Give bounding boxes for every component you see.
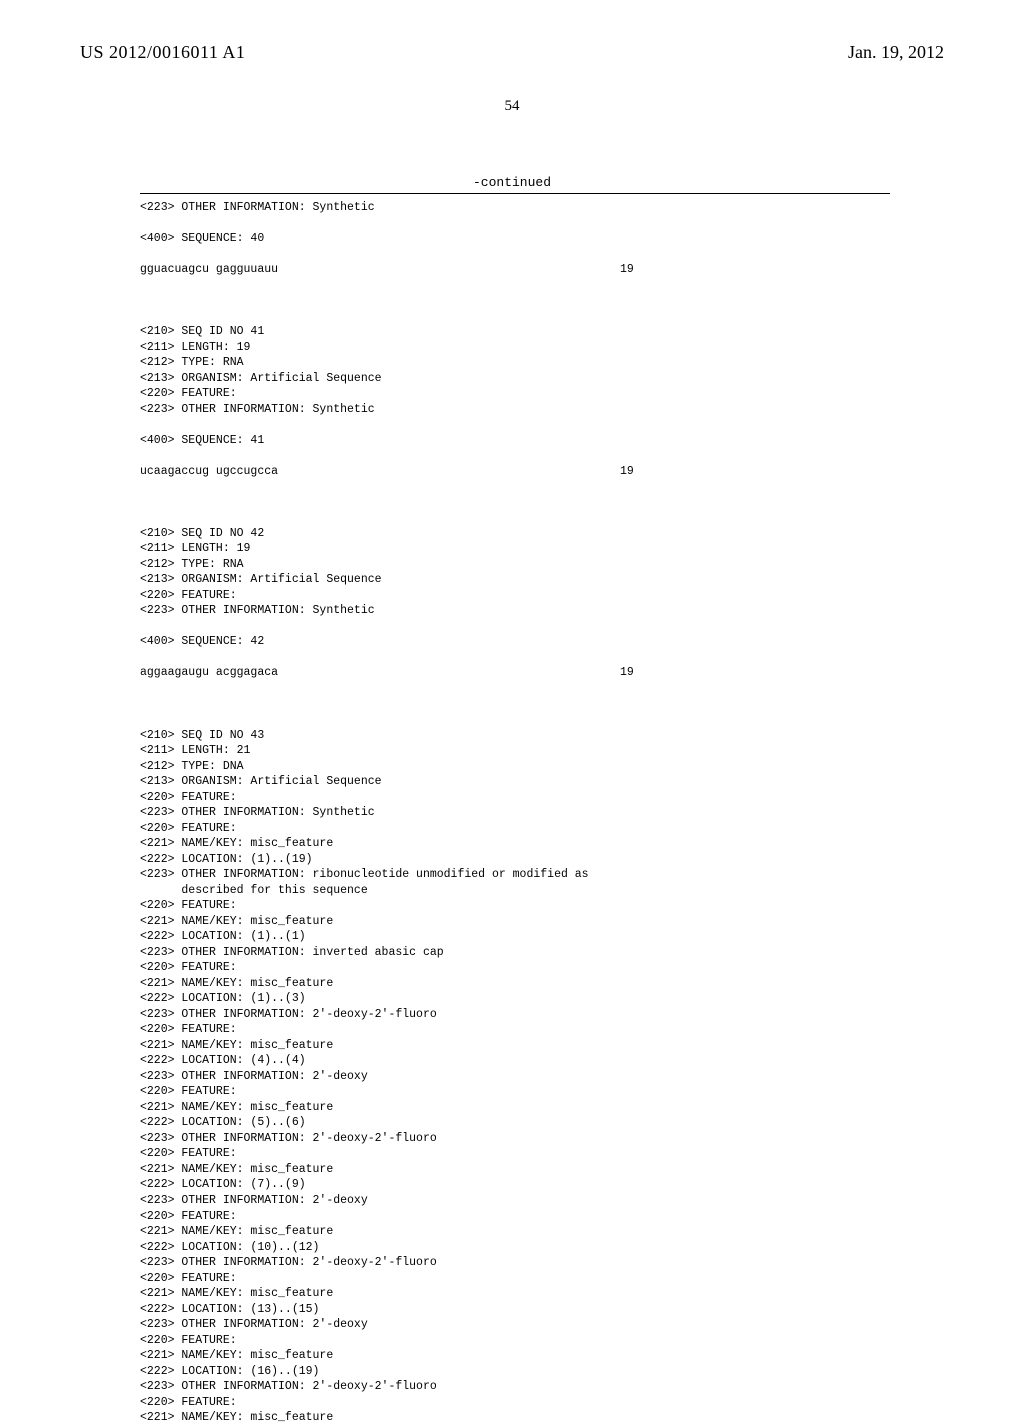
publication-date: Jan. 19, 2012 <box>848 42 944 63</box>
page-header: US 2012/0016011 A1 Jan. 19, 2012 <box>0 42 1024 63</box>
sequence-length: 19 <box>620 665 634 681</box>
sequence-length: 19 <box>620 262 634 278</box>
sequence-line: ucaagaccug ugccugcca19 <box>140 464 890 480</box>
sequence-line: aggaagaugu acggagaca19 <box>140 665 890 681</box>
sequence-listing-content: <223> OTHER INFORMATION: Synthetic <400>… <box>140 200 890 1426</box>
sequence-line: gguacuagcu gagguuauu19 <box>140 262 890 278</box>
divider-top <box>140 193 890 194</box>
continued-label: -continued <box>0 175 1024 190</box>
page-number: 54 <box>0 98 1024 115</box>
sequence-length: 19 <box>620 464 634 480</box>
publication-number: US 2012/0016011 A1 <box>80 42 245 62</box>
